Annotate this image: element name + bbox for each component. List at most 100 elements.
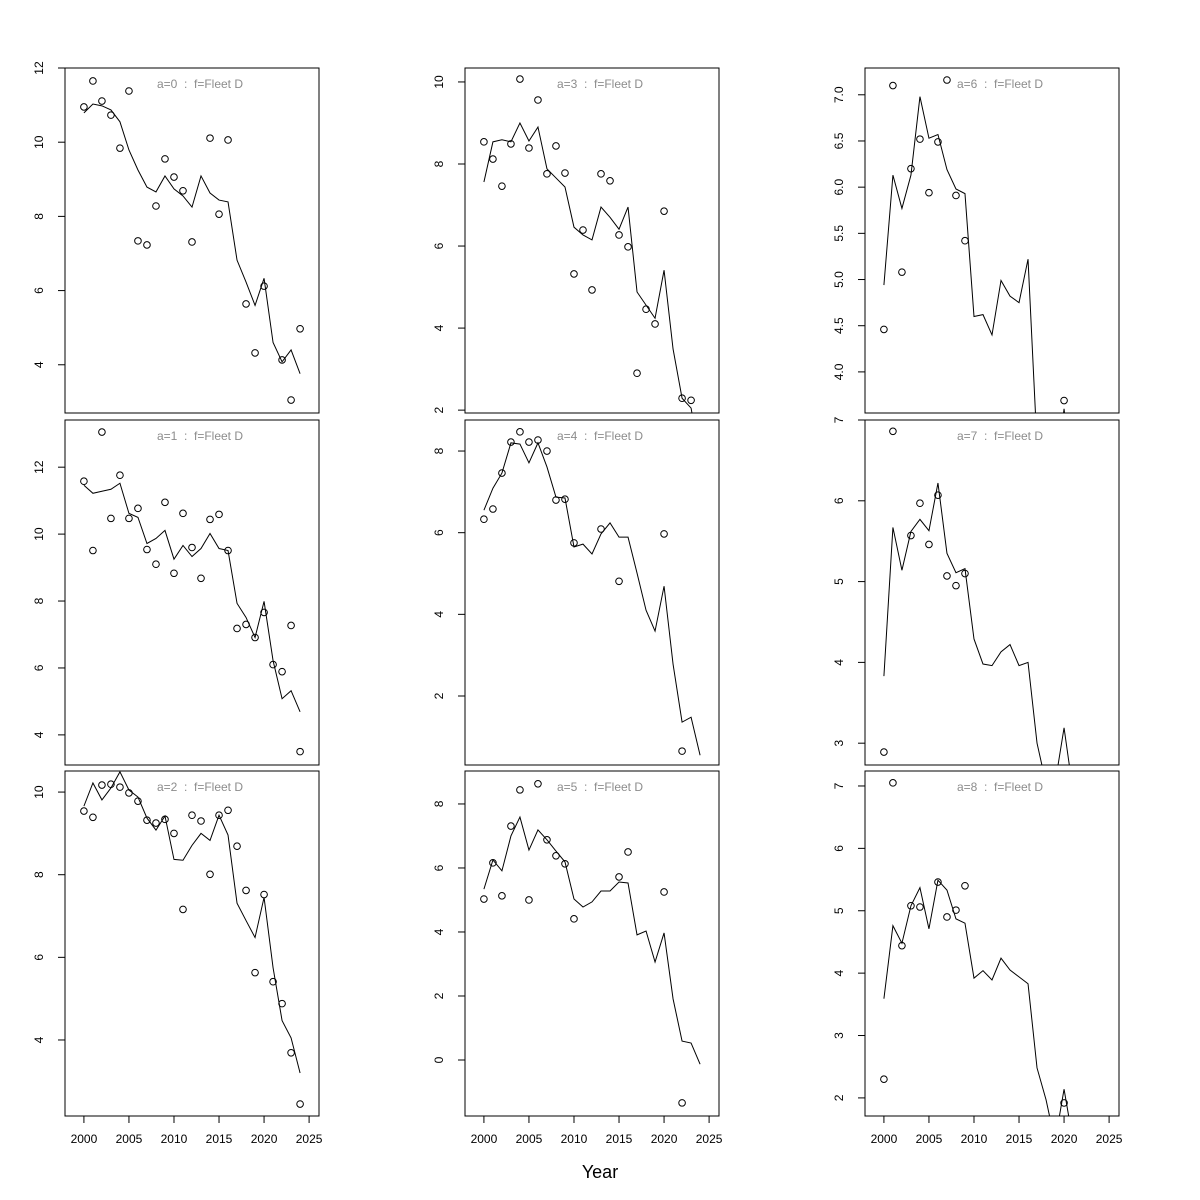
plot-frame	[864, 770, 1120, 1117]
plot-area	[880, 76, 1068, 413]
observed-point	[125, 87, 133, 95]
observed-point	[188, 238, 196, 246]
observed-point	[498, 182, 506, 190]
observed-point	[961, 569, 969, 578]
observed-point	[498, 892, 506, 900]
observed-point	[525, 144, 533, 152]
observed-point	[161, 155, 169, 163]
panel: a=2 : f=Fleet D 4 6 8 10 2000 2005 2010 2015 2020…	[32, 770, 323, 1146]
y-tick-label: 2	[832, 1094, 846, 1101]
y-tick-label: 7	[832, 782, 846, 789]
x-tick-label: 2015	[206, 1132, 233, 1146]
observed-point	[125, 514, 133, 523]
y-tick-label: 4	[432, 324, 446, 331]
observed-point	[287, 621, 295, 630]
x-tick-label: 2025	[696, 1132, 723, 1146]
observed-point	[224, 136, 232, 144]
plot-frame	[64, 770, 320, 1117]
observed-point	[116, 144, 124, 152]
panel: a=8 : f=Fleet D 2 3 4 5 6 7 2000 2005 2010 2015 202…	[832, 770, 1123, 1146]
observed-point	[561, 169, 569, 177]
observed-point	[170, 829, 178, 838]
observed-point	[143, 545, 151, 554]
observed-point	[287, 396, 295, 404]
y-tick-label: 8	[432, 447, 446, 454]
observed-point	[269, 977, 277, 986]
observed-point	[552, 852, 560, 860]
observed-point	[543, 170, 551, 178]
observed-point	[215, 811, 223, 820]
fitted-line	[83, 482, 301, 712]
plot-area	[480, 75, 695, 413]
observed-point	[543, 836, 551, 844]
observed-point	[597, 170, 605, 178]
observed-point	[188, 811, 196, 820]
observed-point	[242, 300, 250, 308]
observed-point	[880, 325, 888, 334]
y-tick-label: 5.5	[832, 225, 846, 242]
observed-point	[898, 941, 906, 950]
x-tick-label: 2010	[561, 1132, 588, 1146]
x-tick-label: 2010	[161, 1132, 188, 1146]
observed-point	[507, 140, 515, 148]
observed-point	[678, 1099, 686, 1107]
observed-point	[197, 817, 205, 825]
observed-point	[660, 530, 668, 538]
observed-point	[889, 427, 897, 436]
observed-point	[152, 819, 160, 827]
y-tick-label: 8	[32, 213, 46, 220]
observed-point	[251, 349, 259, 357]
observed-point	[534, 780, 542, 788]
y-tick-label: 8	[432, 800, 446, 807]
observed-point	[516, 428, 524, 436]
observed-point	[961, 881, 969, 890]
x-tick-label: 2010	[961, 1132, 988, 1146]
y-tick-label: 2	[432, 692, 446, 699]
y-tick-label: 5.0	[832, 271, 846, 288]
y-tick-label: 6.5	[832, 132, 846, 149]
x-tick-label: 2025	[296, 1132, 323, 1146]
x-tick-label: 2020	[651, 1132, 678, 1146]
panel: a=1 : f=Fleet D 4 6 8 10 12	[32, 419, 320, 766]
x-tick-label: 2000	[71, 1132, 98, 1146]
observed-point	[89, 77, 97, 85]
x-tick-label: 2000	[871, 1132, 898, 1146]
observed-point	[116, 783, 124, 791]
panel: a=5 : f=Fleet D 0 2 4 6 8 2000 2005 2010 2015 2020…	[432, 770, 723, 1146]
fitted-line	[483, 121, 693, 413]
observed-point	[889, 81, 897, 90]
observed-point	[934, 878, 942, 886]
y-tick-label: 5	[832, 907, 846, 914]
y-tick-label: 4	[32, 1036, 46, 1043]
observed-point	[260, 608, 268, 617]
plot-area	[80, 771, 304, 1108]
fitted-line	[883, 96, 1066, 413]
observed-point	[269, 660, 277, 669]
x-tick-label: 2005	[516, 1132, 543, 1146]
observed-point	[107, 111, 115, 119]
observed-point	[552, 142, 560, 150]
observed-point	[179, 509, 187, 518]
observed-point	[615, 873, 623, 881]
observed-point	[624, 243, 632, 251]
y-tick-label: 6	[432, 242, 446, 249]
x-tick-label: 2000	[471, 1132, 498, 1146]
observed-point	[642, 305, 650, 314]
panel-title: a=6 : f=Fleet D	[957, 77, 1043, 91]
observed-point	[588, 286, 596, 294]
observed-point	[107, 514, 115, 523]
observed-point	[89, 813, 97, 822]
observed-point	[561, 860, 569, 868]
observed-point	[152, 202, 160, 210]
observed-point	[916, 499, 924, 508]
observed-point	[161, 498, 169, 507]
observed-point	[170, 173, 178, 181]
y-tick-label: 7.0	[832, 86, 846, 103]
fitted-line	[483, 441, 701, 756]
x-tick-label: 2020	[1051, 1132, 1078, 1146]
y-tick-label: 10	[32, 527, 46, 541]
y-tick-label: 6	[32, 287, 46, 294]
observed-point	[952, 581, 960, 590]
y-tick-label: 6	[32, 954, 46, 961]
observed-point	[134, 504, 142, 513]
